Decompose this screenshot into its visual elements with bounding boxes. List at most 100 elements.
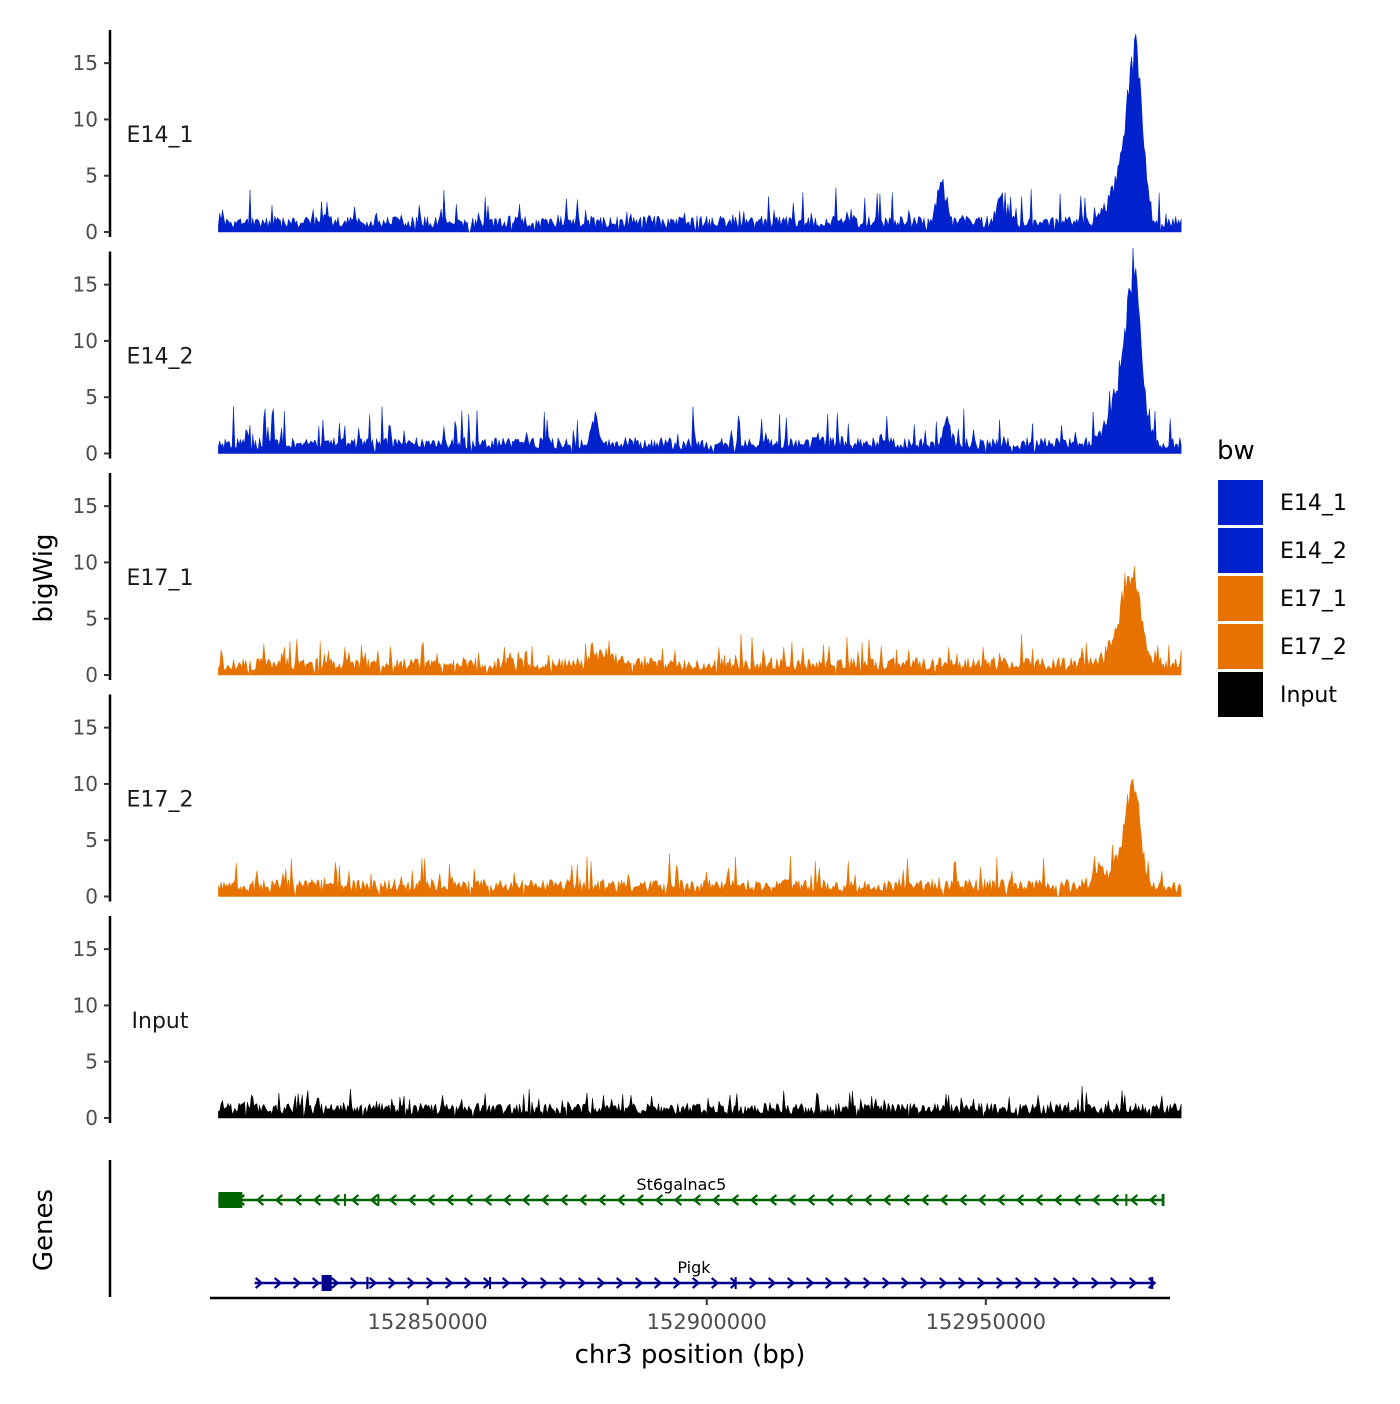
strand-chevron [330, 1277, 340, 1289]
gene-exon [377, 1194, 380, 1206]
strand-chevron [502, 1194, 512, 1206]
strand-chevron [521, 1194, 531, 1206]
strand-chevron [387, 1277, 397, 1289]
genes-panel: St6galnac5 Pigk [108, 1160, 1165, 1297]
strand-chevron [1034, 1194, 1044, 1206]
strand-chevron [350, 1194, 360, 1206]
strand-chevron [730, 1194, 740, 1206]
track-panel-e14-1: 0 5 10 15 E14_1 [73, 30, 1182, 244]
track-label: E17_1 [127, 566, 194, 591]
coverage-area [218, 565, 1182, 676]
strand-chevron [1091, 1194, 1101, 1206]
strand-chevron [768, 1194, 778, 1206]
strand-chevron [881, 1277, 891, 1289]
strand-chevron [426, 1194, 436, 1206]
track-label: E14_2 [127, 345, 194, 370]
strand-chevron [958, 1194, 968, 1206]
strand-chevron [1129, 1194, 1139, 1206]
strand-chevron [311, 1277, 321, 1289]
y-tick-label: 10 [73, 107, 98, 131]
y-tick-label: 15 [73, 51, 98, 75]
legend-label: E17_2 [1280, 635, 1347, 660]
y-tick-label: 10 [73, 329, 98, 353]
coverage-area [218, 33, 1182, 233]
strand-chevron [919, 1277, 929, 1289]
strand-chevron [1090, 1277, 1100, 1289]
strand-chevron [900, 1277, 910, 1289]
strand-chevron [578, 1194, 588, 1206]
y-tick-label: 0 [85, 663, 98, 687]
gene-exon [1161, 1194, 1165, 1206]
strand-chevron [996, 1194, 1006, 1206]
strand-chevron [1052, 1277, 1062, 1289]
strand-chevron [844, 1194, 854, 1206]
strand-chevron [577, 1277, 587, 1289]
legend-label: E17_1 [1280, 587, 1347, 612]
strand-chevron [938, 1277, 948, 1289]
y-tick-label: 5 [85, 164, 98, 188]
strand-chevron [255, 1194, 265, 1206]
x-axis-title: chr3 position (bp) [575, 1340, 806, 1370]
strand-chevron [825, 1194, 835, 1206]
legend-label: E14_2 [1280, 539, 1347, 564]
legend-title: bw [1217, 436, 1255, 466]
strand-chevron [1148, 1194, 1158, 1206]
strand-chevron [292, 1277, 302, 1289]
strand-chevron [1109, 1277, 1119, 1289]
strand-chevron [957, 1277, 967, 1289]
strand-chevron [368, 1277, 378, 1289]
strand-chevron [976, 1277, 986, 1289]
legend: bw E14_1 E14_2 E17_1 E17_2 Input [1217, 436, 1347, 717]
legend-label: Input [1280, 683, 1337, 708]
strand-chevron [615, 1277, 625, 1289]
gene-label: Pigk [677, 1258, 711, 1277]
strand-chevron [824, 1277, 834, 1289]
strand-chevron [901, 1194, 911, 1206]
legend-swatch-e14-2 [1218, 528, 1263, 573]
y-tick-label: 15 [73, 716, 98, 740]
strand-chevron [634, 1277, 644, 1289]
strand-chevron [786, 1277, 796, 1289]
y-tick-label: 5 [85, 385, 98, 409]
strand-chevron [388, 1194, 398, 1206]
strand-chevron [653, 1277, 663, 1289]
legend-swatch-e17-1 [1218, 576, 1263, 621]
track-label: E14_1 [127, 123, 194, 148]
gene-exon [1150, 1277, 1154, 1289]
legend-swatch-e17-2 [1218, 624, 1263, 669]
strand-chevron [748, 1277, 758, 1289]
coverage-area [218, 248, 1182, 454]
strand-chevron [863, 1194, 873, 1206]
strand-chevron [749, 1194, 759, 1206]
strand-chevron [349, 1277, 359, 1289]
y-tick-label: 5 [85, 828, 98, 852]
strand-chevron [1072, 1194, 1082, 1206]
strand-chevron [407, 1194, 417, 1206]
y-tick-label: 15 [73, 273, 98, 297]
strand-chevron [692, 1194, 702, 1206]
strand-chevron [331, 1194, 341, 1206]
y-tick-label: 5 [85, 607, 98, 631]
strand-chevron [274, 1194, 284, 1206]
track-panel-input: 0 5 10 15 Input [73, 916, 1182, 1130]
track-panel-e14-2: 0 5 10 15 E14_2 [73, 248, 1182, 466]
strand-chevron [273, 1277, 283, 1289]
y-tick-label: 5 [85, 1050, 98, 1074]
y-tick-label: 15 [73, 937, 98, 961]
strand-chevron [483, 1194, 493, 1206]
gene-label: St6galnac5 [636, 1175, 726, 1194]
x-tick-label: 152900000 [647, 1310, 767, 1334]
y-axis-title: bigWig [29, 533, 59, 622]
strand-chevron [1053, 1194, 1063, 1206]
track-label: E17_2 [127, 788, 194, 813]
coverage-area [218, 778, 1182, 897]
x-axis: 152850000 152900000 152950000 [210, 1296, 1170, 1334]
strand-chevron [596, 1277, 606, 1289]
y-tick-label: 15 [73, 494, 98, 518]
strand-chevron [406, 1277, 416, 1289]
strand-chevron [463, 1277, 473, 1289]
strand-chevron [672, 1277, 682, 1289]
gene-exon [489, 1277, 492, 1289]
legend-swatch-input [1218, 672, 1263, 717]
